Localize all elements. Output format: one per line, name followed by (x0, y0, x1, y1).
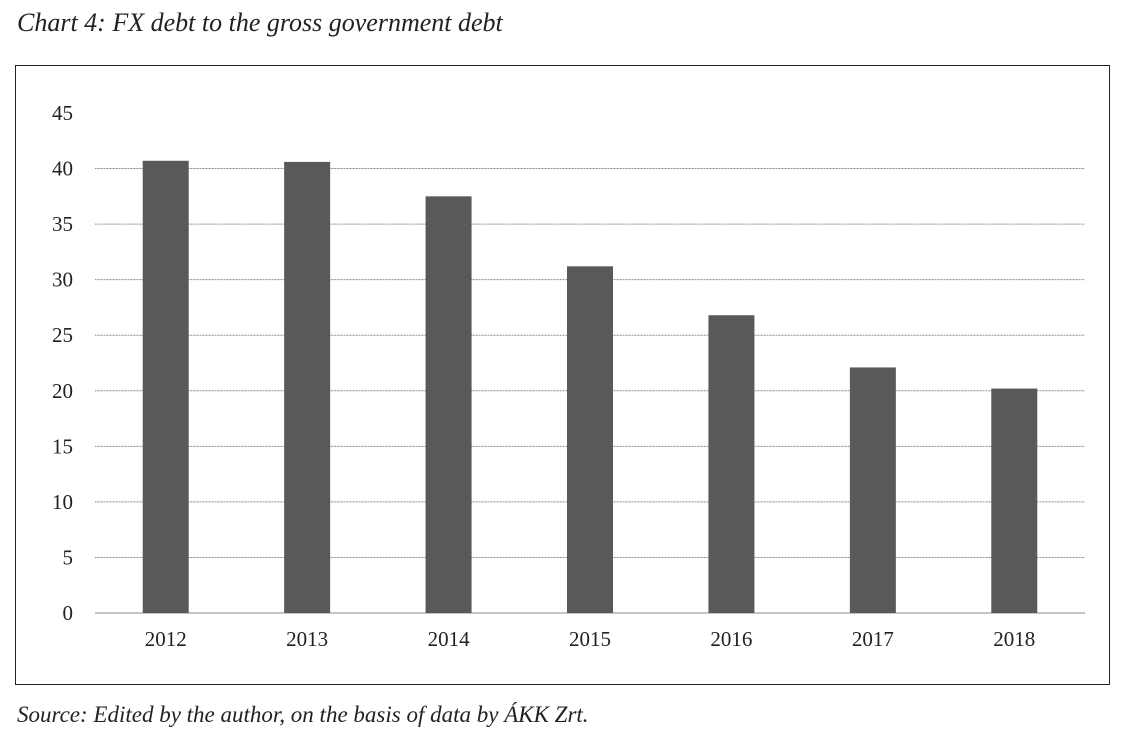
chart-frame (15, 65, 1110, 685)
y-tick-label: 5 (63, 545, 74, 569)
bar-2017 (849, 367, 896, 613)
x-tick-label: 2014 (428, 627, 471, 651)
chart-source-note: Source: Edited by the author, on the bas… (17, 702, 589, 727)
x-tick-label: 2018 (993, 627, 1035, 651)
y-tick-label: 40 (52, 157, 73, 181)
x-tick-label: 2017 (852, 627, 894, 651)
y-tick-label: 25 (52, 323, 73, 347)
bar-2014 (425, 196, 472, 614)
y-tick-label: 15 (52, 434, 73, 458)
x-tick-label: 2012 (145, 627, 187, 651)
x-tick-label: 2013 (286, 627, 328, 651)
bar-2015 (567, 266, 613, 613)
y-tick-label: 20 (52, 379, 73, 403)
x-tick-label: 2015 (569, 627, 611, 651)
x-tick-label: 2016 (710, 627, 752, 651)
y-tick-label: 0 (63, 601, 74, 625)
bar-2012 (142, 160, 189, 613)
bar-2013 (284, 161, 331, 613)
bar-2018 (991, 388, 1038, 613)
y-tick-label: 35 (52, 212, 73, 236)
bar-2016 (708, 315, 755, 613)
y-tick-label: 10 (52, 490, 73, 514)
chart-title: Chart 4: FX debt to the gross government… (17, 8, 503, 37)
y-tick-label: 30 (52, 268, 73, 292)
y-tick-label: 45 (52, 101, 73, 125)
